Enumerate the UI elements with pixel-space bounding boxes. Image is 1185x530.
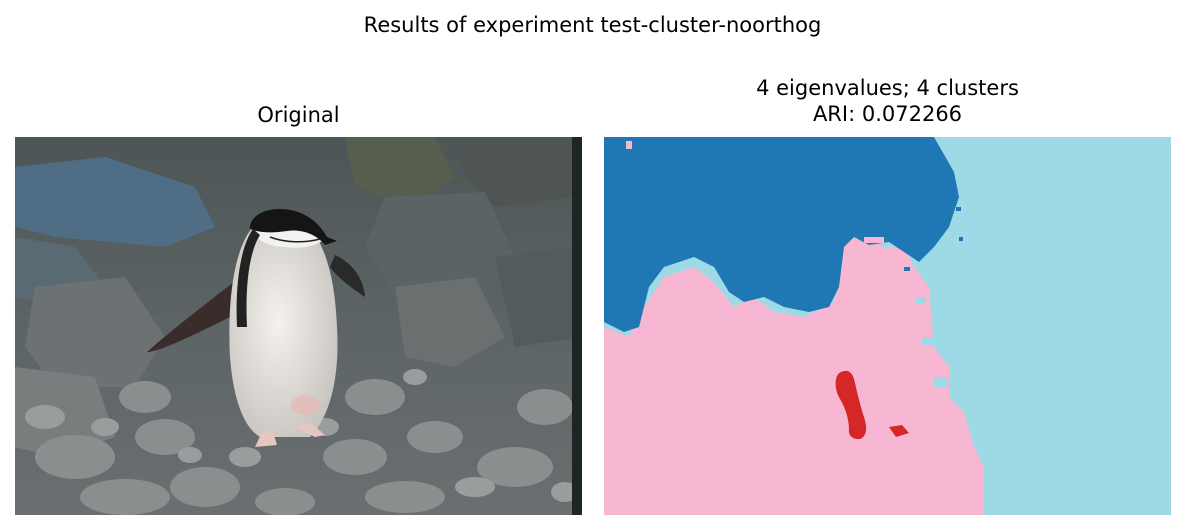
original-panel-title: Original (257, 103, 340, 127)
figure-suptitle: Results of experiment test-cluster-noort… (363, 13, 822, 37)
original-image (15, 137, 582, 515)
segmentation-panel-title: 4 eigenvalues; 4 clusters ARI: 0.072266 (604, 75, 1171, 127)
segmentation-title-line-2: ARI: 0.072266 (812, 102, 963, 126)
segmentation-title-line-1: 4 eigenvalues; 4 clusters (756, 76, 1019, 100)
segmentation-map (604, 137, 1171, 515)
